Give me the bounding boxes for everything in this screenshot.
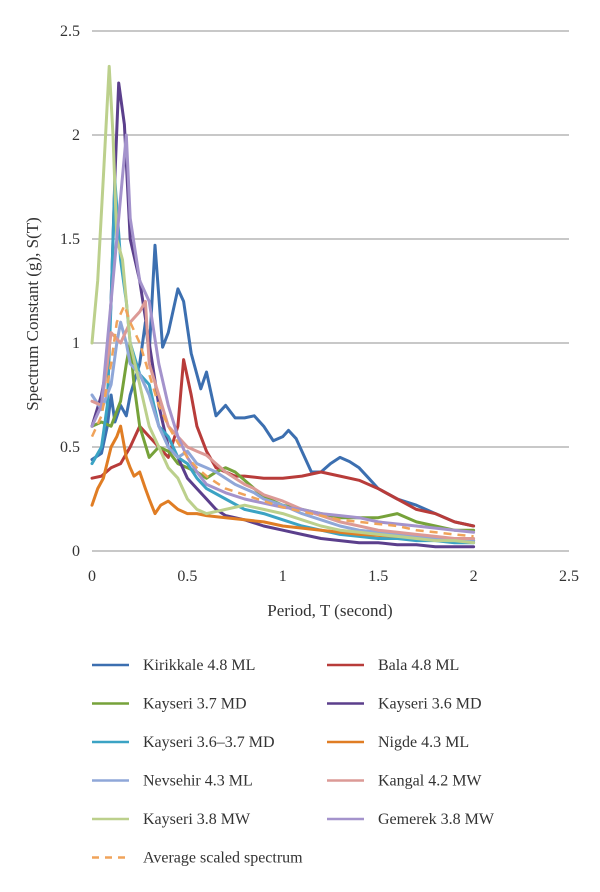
- legend-label: Kayseri 3.6–3.7 MD: [143, 734, 275, 751]
- y-tick-label: 1.5: [60, 231, 80, 248]
- series-line: [90, 64, 476, 545]
- x-tick-label: 1.5: [368, 568, 388, 585]
- series-lines: [90, 64, 476, 549]
- x-tick-label: 0: [88, 568, 96, 585]
- y-tick-label: 0.5: [60, 439, 80, 456]
- x-tick-label: 1: [279, 568, 287, 585]
- legend-label: Kayseri 3.7 MD: [143, 696, 247, 713]
- legend-label: Kayseri 3.6 MD: [378, 696, 482, 713]
- legend-label: Bala 4.8 ML: [378, 657, 459, 674]
- x-axis-title: Period, T (second): [267, 601, 392, 620]
- legend: Kirikkale 4.8 ML Bala 4.8 ML Kayseri 3.7 M…: [92, 657, 495, 867]
- legend-label: Kangal 4.2 MW: [378, 773, 482, 790]
- legend-label: Kayseri 3.8 MW: [143, 811, 251, 828]
- y-tick-label: 0: [72, 543, 80, 560]
- grid-lines: [92, 30, 569, 448]
- legend-label: Nigde 4.3 ML: [378, 734, 469, 751]
- y-tick-labels: 0 0.5 1 1.5 2 2.5: [60, 23, 80, 560]
- series-line: [90, 243, 476, 528]
- series-line: [90, 133, 476, 534]
- legend-label: Nevsehir 4.3 ML: [143, 773, 253, 790]
- x-tick-label: 2: [470, 568, 478, 585]
- series-line: [90, 320, 476, 543]
- series-line: [90, 304, 474, 538]
- x-tick-labels: 0 0.5 1 1.5 2 2.5: [88, 568, 579, 585]
- series-line: [90, 424, 476, 543]
- series-line: [90, 299, 476, 540]
- legend-label: Gemerek 3.8 MW: [378, 811, 495, 828]
- y-tick-label: 2.5: [60, 23, 80, 40]
- series-line: [90, 81, 476, 549]
- y-tick-label: 1: [72, 335, 80, 352]
- legend-label: Average scaled spectrum: [143, 850, 303, 867]
- y-axis-title: Spectrum Constant (g), S(T): [23, 217, 42, 411]
- legend-label: Kirikkale 4.8 ML: [143, 657, 255, 674]
- x-tick-label: 0.5: [177, 568, 197, 585]
- y-tick-label: 2: [72, 127, 80, 144]
- x-tick-label: 2.5: [559, 568, 579, 585]
